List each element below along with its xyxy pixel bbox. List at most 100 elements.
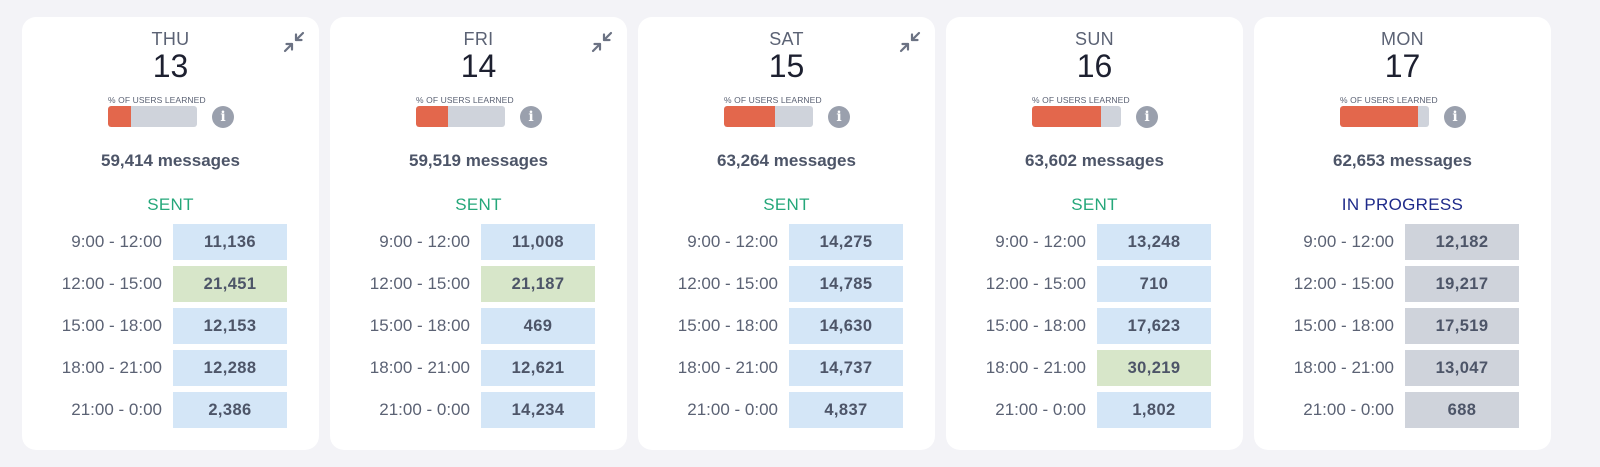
- time-slot-row: 15:00 - 18:00 12,153: [22, 308, 319, 344]
- day-of-week: FRI: [463, 29, 494, 49]
- time-slot-label: 18:00 - 21:00: [61, 358, 162, 377]
- info-icon[interactable]: i: [1136, 106, 1158, 128]
- learned-label: % OF USERS LEARNED: [1032, 95, 1130, 105]
- time-slot-row: 15:00 - 18:00 469: [330, 308, 627, 344]
- day-card-fri: FRI 14 % OF USERS LEARNED i 59,519 messa…: [330, 17, 627, 450]
- send-status: SENT: [455, 195, 502, 214]
- day-of-week: SAT: [769, 29, 804, 49]
- day-number: 17: [1384, 48, 1421, 84]
- time-slot-label: 15:00 - 18:00: [61, 316, 162, 335]
- learned-progress-fill: [1032, 106, 1102, 127]
- time-slot-count: 21,187: [481, 266, 595, 302]
- time-slot-label: 12:00 - 15:00: [677, 274, 778, 293]
- time-slot-label: 12:00 - 15:00: [61, 274, 162, 293]
- time-slot-row: 15:00 - 18:00 17,623: [946, 308, 1243, 344]
- time-slot-label: 9:00 - 12:00: [379, 232, 470, 251]
- time-slot-row: 12:00 - 15:00 19,217: [1254, 266, 1551, 302]
- time-slot-count: 14,275: [789, 224, 903, 260]
- info-icon[interactable]: i: [1444, 106, 1466, 128]
- learned-label: % OF USERS LEARNED: [416, 95, 514, 105]
- time-slot-count: 14,234: [481, 392, 595, 428]
- time-slot-count: 13,248: [1097, 224, 1211, 260]
- time-slot-row: 9:00 - 12:00 11,008: [330, 224, 627, 260]
- time-slot-label: 12:00 - 15:00: [1293, 274, 1394, 293]
- time-slot-label: 12:00 - 15:00: [985, 274, 1086, 293]
- time-slot-label: 9:00 - 12:00: [687, 232, 778, 251]
- info-icon[interactable]: i: [212, 106, 234, 128]
- learned-progress-fill: [108, 106, 132, 127]
- time-slot-count: 19,217: [1405, 266, 1519, 302]
- time-slot-count: 13,047: [1405, 350, 1519, 386]
- day-number: 16: [1076, 48, 1113, 84]
- time-slot-row: 18:00 - 21:00 30,219: [946, 350, 1243, 386]
- time-slot-count: 12,621: [481, 350, 595, 386]
- time-slot-row: 9:00 - 12:00 11,136: [22, 224, 319, 260]
- collapse-arrows-icon[interactable]: [283, 31, 305, 53]
- time-slot-row: 21:00 - 0:00 1,802: [946, 392, 1243, 428]
- time-slot-label: 9:00 - 12:00: [1303, 232, 1394, 251]
- time-slot-label: 21:00 - 0:00: [687, 400, 778, 419]
- time-slot-count: 14,785: [789, 266, 903, 302]
- time-slot-count: 14,737: [789, 350, 903, 386]
- day-number: 14: [460, 48, 497, 84]
- time-slot-count: 11,008: [481, 224, 595, 260]
- time-slot-row: 15:00 - 18:00 17,519: [1254, 308, 1551, 344]
- time-slot-label: 9:00 - 12:00: [995, 232, 1086, 251]
- time-slot-count: 4,837: [789, 392, 903, 428]
- day-card-mon: MON 17 % OF USERS LEARNED i 62,653 messa…: [1254, 17, 1551, 450]
- time-slot-row: 12:00 - 15:00 21,187: [330, 266, 627, 302]
- time-slot-label: 15:00 - 18:00: [1293, 316, 1394, 335]
- send-status: IN PROGRESS: [1341, 195, 1464, 214]
- time-slot-count: 688: [1405, 392, 1519, 428]
- learned-label: % OF USERS LEARNED: [1340, 95, 1438, 105]
- message-count: 59,519 messages: [409, 151, 548, 170]
- collapse-arrows-icon[interactable]: [591, 31, 613, 53]
- day-card-sat: SAT 15 % OF USERS LEARNED i 63,264 messa…: [638, 17, 935, 450]
- time-slot-row: 18:00 - 21:00 14,737: [638, 350, 935, 386]
- learned-label: % OF USERS LEARNED: [108, 95, 206, 105]
- message-count: 63,264 messages: [717, 151, 856, 170]
- message-count: 59,414 messages: [101, 151, 240, 170]
- time-slot-count: 12,288: [173, 350, 287, 386]
- time-slot-row: 21:00 - 0:00 4,837: [638, 392, 935, 428]
- send-status: SENT: [1071, 195, 1118, 214]
- info-icon[interactable]: i: [828, 106, 850, 128]
- time-slot-row: 12:00 - 15:00 21,451: [22, 266, 319, 302]
- time-slot-label: 21:00 - 0:00: [1303, 400, 1394, 419]
- time-slot-label: 15:00 - 18:00: [369, 316, 470, 335]
- time-slot-label: 21:00 - 0:00: [995, 400, 1086, 419]
- time-slot-count: 11,136: [173, 224, 287, 260]
- day-of-week: THU: [151, 29, 190, 49]
- day-card-thu: THU 13 % OF USERS LEARNED i 59,414 messa…: [22, 17, 319, 450]
- info-icon[interactable]: i: [520, 106, 542, 128]
- learned-progress-bar: [1340, 106, 1429, 127]
- time-slot-row: 18:00 - 21:00 12,288: [22, 350, 319, 386]
- time-slot-row: 9:00 - 12:00 12,182: [1254, 224, 1551, 260]
- time-slot-row: 18:00 - 21:00 13,047: [1254, 350, 1551, 386]
- send-status: SENT: [763, 195, 810, 214]
- time-slot-label: 21:00 - 0:00: [379, 400, 470, 419]
- time-slot-count: 30,219: [1097, 350, 1211, 386]
- learned-progress-bar: [416, 106, 505, 127]
- learned-progress-bar: [108, 106, 197, 127]
- message-count: 63,602 messages: [1025, 151, 1164, 170]
- time-slot-row: 21:00 - 0:00 688: [1254, 392, 1551, 428]
- time-slot-label: 15:00 - 18:00: [677, 316, 778, 335]
- send-status: SENT: [147, 195, 194, 214]
- time-slot-label: 12:00 - 15:00: [369, 274, 470, 293]
- collapse-arrows-icon[interactable]: [899, 31, 921, 53]
- day-of-week: SUN: [1075, 29, 1114, 49]
- learned-label: % OF USERS LEARNED: [724, 95, 822, 105]
- learned-progress-bar: [724, 106, 813, 127]
- day-number: 13: [152, 48, 189, 84]
- time-slot-count: 12,182: [1405, 224, 1519, 260]
- time-slot-label: 21:00 - 0:00: [71, 400, 162, 419]
- learned-progress-fill: [724, 106, 775, 127]
- time-slot-count: 710: [1097, 266, 1211, 302]
- time-slot-count: 1,802: [1097, 392, 1211, 428]
- learned-progress-fill: [1340, 106, 1419, 127]
- time-slot-count: 2,386: [173, 392, 287, 428]
- time-slot-count: 14,630: [789, 308, 903, 344]
- time-slot-row: 12:00 - 15:00 14,785: [638, 266, 935, 302]
- time-slot-row: 9:00 - 12:00 13,248: [946, 224, 1243, 260]
